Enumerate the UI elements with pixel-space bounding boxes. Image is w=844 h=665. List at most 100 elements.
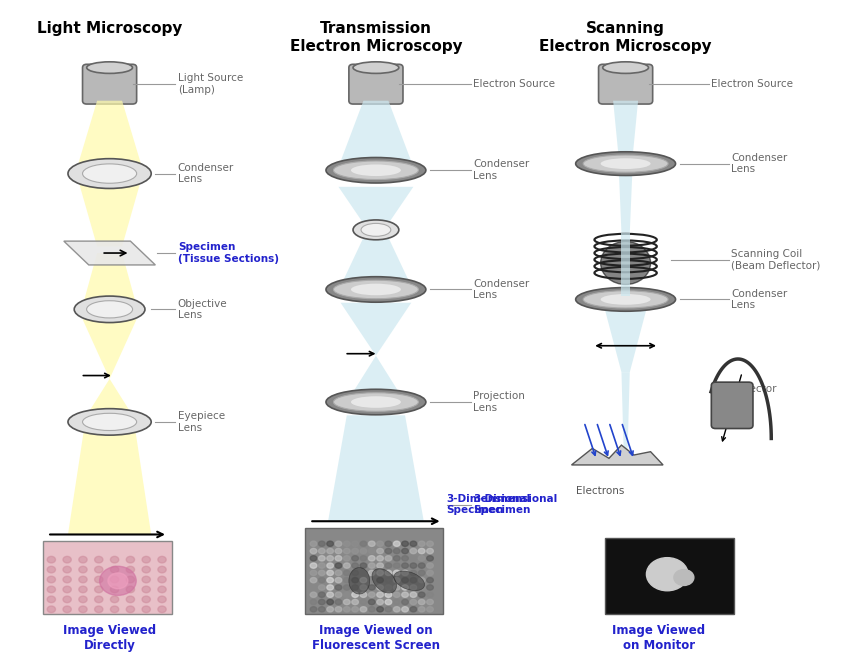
Circle shape xyxy=(63,557,71,563)
Polygon shape xyxy=(338,187,414,227)
Circle shape xyxy=(352,571,359,575)
Circle shape xyxy=(352,606,359,612)
Circle shape xyxy=(402,541,408,547)
Circle shape xyxy=(360,556,367,561)
Ellipse shape xyxy=(333,161,419,180)
Circle shape xyxy=(376,599,383,604)
Circle shape xyxy=(410,577,417,583)
Text: Detector: Detector xyxy=(731,384,776,394)
Text: Condenser
Lens: Condenser Lens xyxy=(178,163,234,184)
Circle shape xyxy=(352,592,359,597)
Ellipse shape xyxy=(601,241,651,285)
Circle shape xyxy=(393,563,400,569)
Circle shape xyxy=(360,563,367,569)
Circle shape xyxy=(410,585,417,590)
Ellipse shape xyxy=(603,62,648,73)
Polygon shape xyxy=(338,100,414,167)
Circle shape xyxy=(419,592,425,597)
Circle shape xyxy=(427,585,433,590)
Circle shape xyxy=(63,567,71,573)
Circle shape xyxy=(127,567,134,573)
Circle shape xyxy=(158,596,166,602)
Circle shape xyxy=(327,549,333,554)
Circle shape xyxy=(47,576,56,583)
Polygon shape xyxy=(64,241,155,265)
Ellipse shape xyxy=(83,164,137,184)
Circle shape xyxy=(327,577,333,583)
Circle shape xyxy=(78,606,87,612)
Circle shape xyxy=(427,541,433,547)
Ellipse shape xyxy=(576,287,675,311)
Circle shape xyxy=(393,549,400,554)
Circle shape xyxy=(385,599,392,604)
Text: Image Viewed on
Fluorescent Screen: Image Viewed on Fluorescent Screen xyxy=(312,624,440,652)
Circle shape xyxy=(402,577,408,583)
Ellipse shape xyxy=(576,152,675,176)
Circle shape xyxy=(360,592,367,597)
Circle shape xyxy=(427,556,433,561)
Circle shape xyxy=(344,563,350,569)
Circle shape xyxy=(376,541,383,547)
Circle shape xyxy=(318,577,325,583)
Circle shape xyxy=(111,596,119,602)
FancyBboxPatch shape xyxy=(349,65,403,104)
Circle shape xyxy=(376,563,383,569)
Circle shape xyxy=(376,571,383,575)
Text: Electron Source: Electron Source xyxy=(473,79,555,89)
Circle shape xyxy=(402,599,408,604)
Polygon shape xyxy=(83,379,137,422)
Circle shape xyxy=(95,557,103,563)
Circle shape xyxy=(352,563,359,569)
Circle shape xyxy=(344,599,350,604)
Ellipse shape xyxy=(372,569,397,593)
Circle shape xyxy=(385,592,392,597)
Circle shape xyxy=(393,577,400,583)
Ellipse shape xyxy=(394,571,425,591)
Circle shape xyxy=(674,570,694,585)
Circle shape xyxy=(410,592,417,597)
FancyBboxPatch shape xyxy=(306,528,442,614)
Circle shape xyxy=(158,586,166,593)
Circle shape xyxy=(393,556,400,561)
Circle shape xyxy=(344,577,350,583)
Circle shape xyxy=(318,556,325,561)
Circle shape xyxy=(95,576,103,583)
Text: Electron Source: Electron Source xyxy=(711,79,793,89)
Circle shape xyxy=(335,577,342,583)
Ellipse shape xyxy=(351,284,401,295)
Circle shape xyxy=(385,563,392,569)
Circle shape xyxy=(376,556,383,561)
Circle shape xyxy=(376,577,383,583)
Circle shape xyxy=(427,577,433,583)
Circle shape xyxy=(344,585,350,590)
Circle shape xyxy=(427,599,433,604)
Circle shape xyxy=(63,586,71,593)
Circle shape xyxy=(335,563,342,569)
Circle shape xyxy=(360,585,367,590)
Ellipse shape xyxy=(326,158,426,183)
Circle shape xyxy=(327,541,333,547)
Circle shape xyxy=(402,563,408,569)
Circle shape xyxy=(369,592,375,597)
Circle shape xyxy=(327,606,333,612)
Circle shape xyxy=(393,599,400,604)
Circle shape xyxy=(47,567,56,573)
FancyBboxPatch shape xyxy=(605,538,733,614)
Circle shape xyxy=(419,599,425,604)
Circle shape xyxy=(111,606,119,612)
Polygon shape xyxy=(347,356,405,402)
Ellipse shape xyxy=(601,158,651,169)
Circle shape xyxy=(318,592,325,597)
Circle shape xyxy=(311,549,316,554)
Circle shape xyxy=(142,557,150,563)
Circle shape xyxy=(318,563,325,569)
Circle shape xyxy=(47,596,56,602)
Text: Scanning Coil
(Beam Deflector): Scanning Coil (Beam Deflector) xyxy=(731,249,820,271)
Circle shape xyxy=(63,606,71,612)
Circle shape xyxy=(47,606,56,612)
Circle shape xyxy=(385,556,392,561)
Circle shape xyxy=(127,586,134,593)
Circle shape xyxy=(393,592,400,597)
Ellipse shape xyxy=(68,409,151,435)
Polygon shape xyxy=(340,303,411,356)
